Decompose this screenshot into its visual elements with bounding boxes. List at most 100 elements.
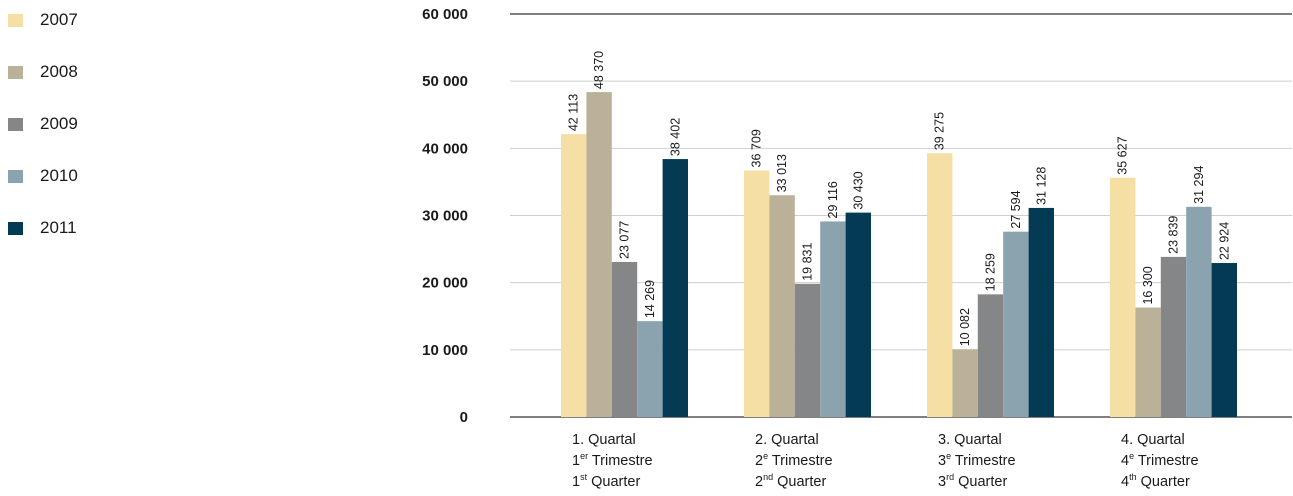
bar-2008-q3	[952, 349, 978, 417]
bar-2010-q2	[820, 221, 846, 417]
category-text: 1	[572, 453, 580, 469]
x-category-label: 2. Quartal	[755, 432, 819, 448]
bar-2007-q4	[1110, 177, 1136, 417]
bar-2009-q1	[611, 261, 638, 417]
data-label: 23 077	[618, 221, 632, 259]
bar-2007-q1	[561, 134, 587, 417]
category-text: Quarter	[773, 474, 826, 490]
data-label: 42 113	[567, 94, 581, 131]
legend-swatch	[8, 222, 23, 235]
category-text: 3. Quartal	[938, 432, 1002, 448]
category-text: 4	[1121, 474, 1129, 490]
y-tick-label: 20 000	[422, 275, 468, 292]
legend-item-2007: 2007	[8, 9, 208, 61]
category-superscript: rd	[946, 472, 954, 482]
category-text: 4	[1121, 453, 1129, 469]
legend-swatch	[8, 170, 23, 183]
data-label: 16 300	[1141, 266, 1155, 304]
category-text: 2	[755, 453, 763, 469]
category-superscript: er	[580, 451, 588, 461]
category-text: Trimestre	[951, 453, 1015, 469]
category-text: Trimestre	[588, 453, 652, 469]
bar-2008-q2	[769, 195, 795, 417]
legend-item-2010: 2010	[8, 165, 208, 217]
x-category-label: 1st Quarter	[572, 472, 640, 490]
category-text: Quarter	[587, 474, 640, 490]
x-category-label: 1er Trimestre	[572, 451, 653, 469]
data-label: 31 294	[1192, 166, 1206, 204]
bar-2008-q1	[586, 92, 612, 417]
category-superscript: st	[580, 472, 588, 482]
data-label: 48 370	[592, 51, 606, 89]
data-label: 35 627	[1116, 136, 1130, 174]
data-label: 19 831	[801, 243, 815, 281]
y-tick-label: 30 000	[422, 208, 468, 225]
data-label: 14 269	[643, 280, 657, 318]
x-category-label: 3rd Quarter	[938, 472, 1007, 490]
data-label: 29 116	[826, 181, 840, 218]
data-label: 33 013	[775, 154, 789, 192]
bar-2010-q4	[1186, 206, 1212, 417]
x-category-label: 1. Quartal	[572, 432, 636, 448]
data-label: 30 430	[851, 171, 865, 209]
category-text: 1. Quartal	[572, 432, 636, 448]
legend-item-2011: 2011	[8, 217, 208, 269]
data-label: 23 839	[1167, 216, 1181, 254]
data-label: 10 082	[958, 308, 972, 346]
category-text: 3	[938, 453, 946, 469]
data-label: 22 924	[1217, 222, 1231, 260]
category-text: 3	[938, 474, 946, 490]
legend-swatch	[8, 14, 23, 27]
data-label: 31 128	[1034, 167, 1048, 205]
bar-2007-q2	[744, 170, 770, 417]
x-category-label: 3. Quartal	[938, 432, 1002, 448]
x-category-label: 2nd Quarter	[755, 472, 826, 490]
category-text: 2	[755, 474, 763, 490]
x-category-label: 4th Quarter	[1121, 472, 1190, 490]
bar-2011-q3	[1028, 207, 1054, 417]
data-label: 39 275	[933, 112, 947, 150]
category-superscript: e	[1129, 451, 1134, 461]
bar-2010-q1	[637, 321, 663, 417]
legend-item-2008: 2008	[8, 61, 208, 113]
data-labels: 42 113 48 370 23 077 14 269 38 402 36 709 33 0…	[567, 51, 1232, 346]
data-label: 27 594	[1009, 190, 1023, 228]
legend-label: 2009	[40, 114, 78, 133]
bar-2009-q3	[977, 294, 1004, 417]
bar-2009-q4	[1160, 256, 1187, 417]
data-label: 36 709	[750, 129, 764, 167]
y-tick-label: 10 000	[422, 342, 468, 359]
category-superscript: e	[763, 451, 768, 461]
category-text: 1	[572, 474, 580, 490]
category-text: Trimestre	[1134, 453, 1198, 469]
bars	[561, 92, 1237, 417]
x-category-label: 4. Quartal	[1121, 432, 1185, 448]
category-text: 4. Quartal	[1121, 432, 1185, 448]
category-superscript: th	[1129, 472, 1137, 482]
category-text: 2. Quartal	[755, 432, 819, 448]
y-tick-label: 50 000	[422, 73, 468, 90]
category-superscript: e	[946, 451, 951, 461]
y-tick-label: 40 000	[422, 140, 468, 157]
data-label: 38 402	[668, 118, 682, 156]
category-text: Trimestre	[768, 453, 832, 469]
y-tick-label: 60 000	[422, 6, 468, 23]
category-text: Quarter	[954, 474, 1007, 490]
bar-2011-q4	[1211, 263, 1237, 417]
y-axis-ticks: 0 10 000 20 000 30 000 40 000 50 000 60 000	[422, 6, 468, 426]
x-category-label: 2e Trimestre	[755, 451, 833, 469]
legend-swatch	[8, 118, 23, 131]
legend-item-2009: 2009	[8, 113, 208, 165]
bar-2008-q4	[1135, 307, 1161, 417]
legend-label: 2008	[40, 62, 78, 81]
legend-swatch	[8, 66, 23, 79]
legend-label: 2010	[40, 166, 78, 185]
y-tick-label: 0	[460, 409, 468, 426]
x-category-label: 4e Trimestre	[1121, 451, 1199, 469]
bar-2010-q3	[1003, 231, 1029, 417]
bar-2011-q1	[662, 159, 688, 417]
data-label: 18 259	[984, 253, 998, 291]
legend-label: 2011	[40, 218, 77, 237]
bar-2011-q2	[845, 212, 871, 417]
